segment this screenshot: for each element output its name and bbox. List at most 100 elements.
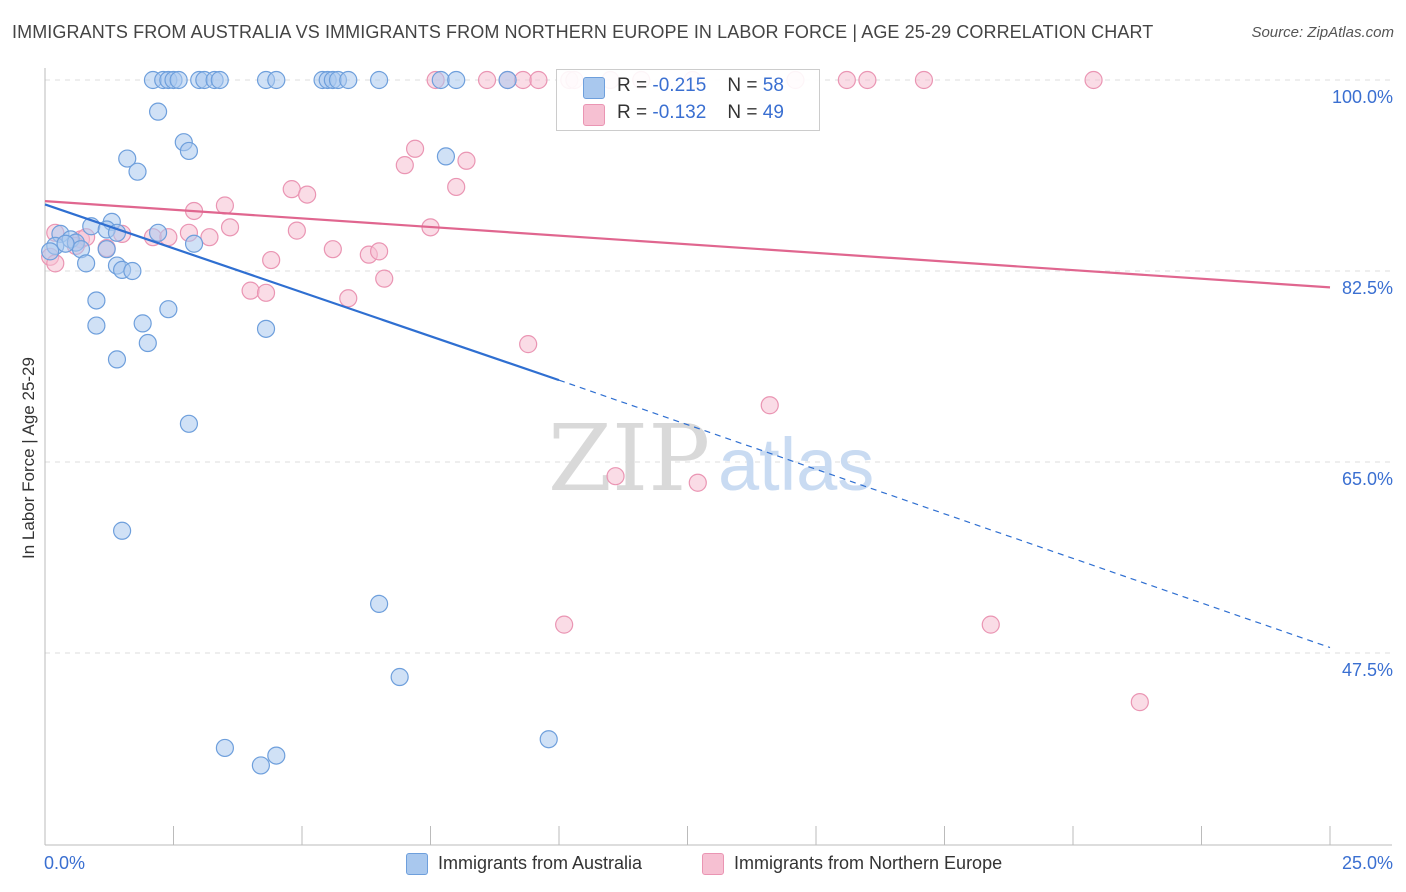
legend-r-value-australia: -0.215 [652, 75, 707, 96]
point-northern-europe-4 [529, 70, 548, 90]
point-australia-23 [118, 149, 137, 168]
legend-r-value-northern-europe: -0.132 [652, 102, 707, 123]
point-northern-europe-51 [981, 615, 1000, 634]
bottom-legend-label-northern-europe: Immigrants from Northern Europe [734, 853, 1003, 873]
point-northern-europe-3 [513, 70, 533, 90]
point-northern-europe-15 [405, 139, 425, 158]
point-australia-4 [169, 70, 188, 90]
point-australia-50 [107, 350, 127, 369]
point-northern-europe-42 [375, 269, 394, 288]
point-australia-58 [539, 730, 558, 749]
point-northern-europe-45 [339, 289, 358, 308]
point-northern-europe-11 [837, 70, 856, 90]
watermark-zip: ZIP [548, 405, 710, 512]
point-northern-europe-50 [555, 615, 574, 634]
point-australia-56 [267, 746, 286, 765]
point-northern-europe-43 [241, 281, 260, 300]
point-australia-45 [159, 300, 178, 319]
point-northern-europe-47 [760, 396, 779, 415]
point-northern-europe-46 [519, 335, 538, 354]
point-northern-europe-13 [914, 70, 934, 90]
point-northern-europe-37 [200, 228, 219, 247]
point-australia-44 [87, 291, 106, 310]
point-northern-europe-38 [323, 240, 342, 259]
point-northern-europe-17 [395, 156, 414, 175]
point-northern-europe-16 [457, 151, 476, 170]
axes-layer [44, 68, 1392, 846]
point-australia-41 [123, 261, 142, 281]
point-australia-19 [498, 70, 517, 90]
point-northern-europe-48 [606, 467, 625, 486]
point-australia-8 [210, 70, 229, 90]
tick-labels: 47.5% 65.0% 82.5% 100.0% 0.0% 25.0% [44, 87, 1393, 873]
point-northern-europe-49 [688, 473, 707, 492]
point-australia-51 [179, 414, 199, 433]
point-australia-24 [128, 162, 147, 181]
watermark-atlas: atlas [718, 423, 874, 506]
legend-n-value-australia: 58 [762, 75, 784, 96]
trend-lines [44, 200, 1331, 649]
bottom-legend-swatch-northern-europe [702, 853, 724, 875]
point-northern-europe-44 [256, 283, 276, 302]
legend-n-label: N = [727, 75, 758, 96]
point-northern-europe-21 [215, 196, 234, 215]
point-australia-29 [148, 223, 168, 242]
legend-r-label: R = [617, 75, 648, 96]
point-northern-europe-26 [287, 221, 306, 240]
point-northern-europe-52 [1130, 693, 1149, 712]
point-northern-europe-18 [447, 177, 466, 197]
point-australia-20 [148, 102, 168, 121]
point-australia-10 [267, 70, 286, 90]
legend-n-value-northern-europe: 49 [762, 102, 784, 123]
bottom-legend-label-australia: Immigrants from Australia [438, 853, 643, 873]
watermark: ZIP atlas [548, 405, 874, 512]
point-australia-53 [370, 594, 389, 613]
point-australia-47 [133, 314, 152, 333]
legend-box: R = -0.215 N = 58 R = -0.132 N = 49 [556, 69, 820, 131]
legend-swatch-australia [583, 77, 605, 99]
y-tick-label-1: 65.0% [1342, 469, 1393, 489]
point-australia-49 [138, 333, 157, 353]
point-northern-europe-1 [477, 70, 497, 90]
point-australia-46 [87, 316, 106, 335]
legend-swatch-northern-europe [583, 104, 605, 126]
trend-line-northern-europe [44, 200, 1331, 289]
y-tick-label-3: 100.0% [1332, 87, 1393, 107]
point-australia-48 [256, 319, 276, 338]
point-australia-57 [251, 756, 270, 775]
trend-line-australia [44, 203, 560, 382]
legend-r-label: R = [617, 102, 648, 123]
x-tick-label-max: 25.0% [1342, 853, 1393, 873]
point-northern-europe-36 [370, 242, 389, 261]
grid-layer [45, 79, 1392, 654]
point-northern-europe-23 [220, 218, 240, 237]
point-australia-43 [436, 147, 456, 166]
point-australia-54 [390, 667, 409, 687]
point-australia-22 [179, 141, 199, 161]
point-australia-16 [370, 70, 389, 90]
y-tick-label-0: 47.5% [1342, 660, 1393, 680]
point-northern-europe-14 [1084, 70, 1103, 90]
chart-title: IMMIGRANTS FROM AUSTRALIA VS IMMIGRANTS … [12, 22, 1154, 42]
y-tick-label-2: 82.5% [1342, 278, 1393, 298]
bottom-legend-swatch-australia [406, 853, 428, 875]
point-australia-55 [215, 738, 234, 758]
point-australia-17 [431, 70, 450, 90]
point-northern-europe-19 [282, 180, 301, 199]
trend-line-australia-extrapolated [558, 379, 1331, 649]
x-tick-label-min: 0.0% [44, 853, 85, 873]
point-australia-36 [56, 234, 75, 253]
series-australia-points [41, 70, 558, 775]
source-label: Source: ZipAtlas.com [1251, 24, 1394, 41]
point-northern-europe-20 [298, 185, 317, 204]
legend-n-label: N = [727, 102, 758, 123]
point-australia-52 [112, 521, 132, 540]
series-northern-europe-points [41, 70, 1149, 712]
point-australia-37 [97, 240, 116, 259]
point-australia-18 [447, 70, 466, 90]
point-northern-europe-39 [262, 250, 281, 270]
point-northern-europe-12 [858, 70, 877, 90]
point-australia-15 [339, 70, 358, 90]
point-australia-35 [41, 242, 60, 261]
